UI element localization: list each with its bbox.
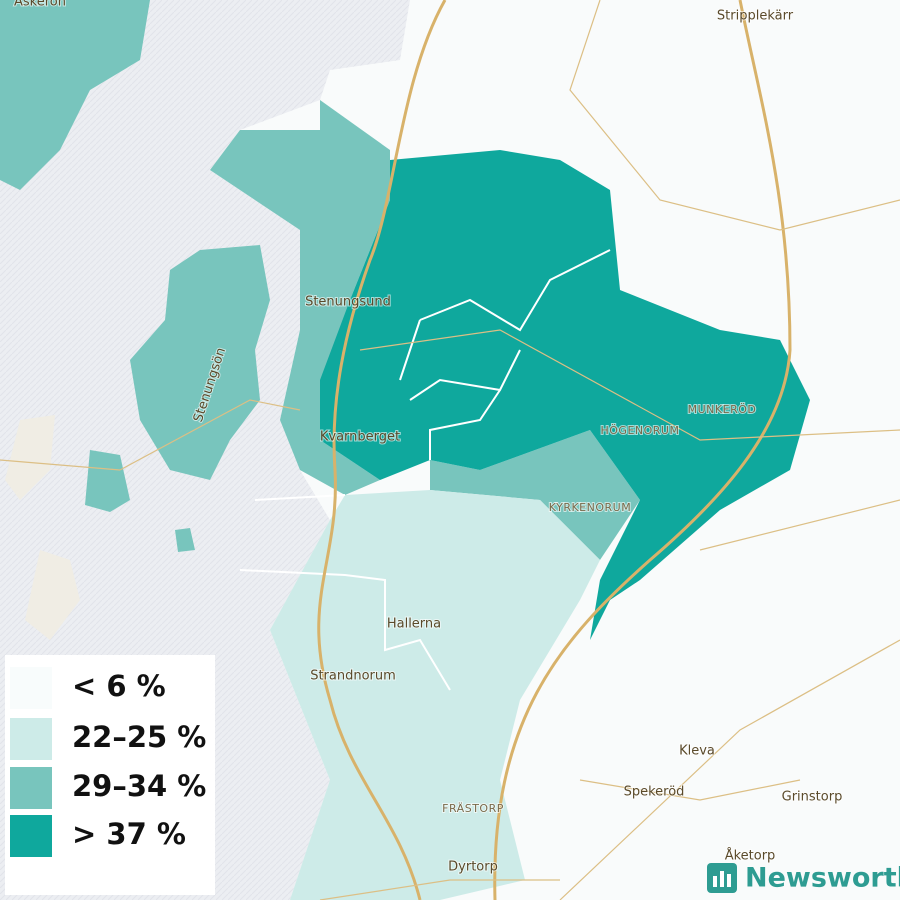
place-label: FRÄSTORP xyxy=(442,802,504,815)
legend-label: 29–34 % xyxy=(72,769,206,803)
region xyxy=(0,0,150,190)
place-label: Strandnorum xyxy=(310,669,396,684)
region xyxy=(210,100,390,495)
place-label: KYRKENORUM xyxy=(549,501,631,514)
place-label: Stenungsund xyxy=(305,295,391,310)
region xyxy=(320,150,810,640)
region xyxy=(430,430,640,560)
legend-label: < 6 % xyxy=(72,669,166,703)
place-label: Hallerna xyxy=(387,617,441,632)
borders xyxy=(239,249,611,691)
region xyxy=(175,528,195,552)
logo-text: Newsworthy xyxy=(745,863,900,894)
legend-label: 22–25 % xyxy=(72,720,206,754)
place-label: Dyrtorp xyxy=(448,860,498,875)
place-label: MUNKERÖD xyxy=(688,403,757,416)
region xyxy=(85,450,130,512)
island xyxy=(5,415,55,500)
legend-swatch xyxy=(10,667,52,709)
legend-label: > 37 % xyxy=(72,817,186,851)
region xyxy=(270,490,600,900)
legend-swatch xyxy=(10,767,52,809)
legend-swatch xyxy=(10,718,52,760)
place-label: Kvarnberget xyxy=(320,430,400,445)
place-label: Askerön xyxy=(14,0,66,10)
place-label: Kleva xyxy=(679,744,715,759)
logo: Newsworthy xyxy=(707,863,900,894)
place-label: Spekeröd xyxy=(624,785,685,800)
region xyxy=(130,245,270,480)
island xyxy=(25,550,80,640)
legend-swatch xyxy=(10,815,52,857)
place-label: Stripplekärr xyxy=(717,9,794,24)
place-label: Åketorp xyxy=(725,848,776,864)
place-label: Grinstorp xyxy=(782,790,843,805)
place-label: HÖGENORUM xyxy=(601,424,680,437)
